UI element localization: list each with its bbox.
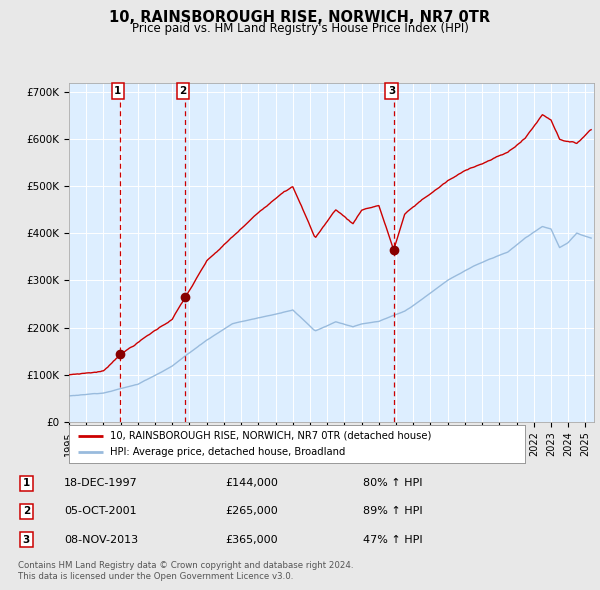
Text: 2: 2 (23, 506, 30, 516)
Text: 10, RAINSBOROUGH RISE, NORWICH, NR7 0TR: 10, RAINSBOROUGH RISE, NORWICH, NR7 0TR (109, 10, 491, 25)
Text: £144,000: £144,000 (225, 478, 278, 488)
Text: 18-DEC-1997: 18-DEC-1997 (64, 478, 137, 488)
Text: 3: 3 (388, 86, 395, 96)
Text: Price paid vs. HM Land Registry's House Price Index (HPI): Price paid vs. HM Land Registry's House … (131, 22, 469, 35)
Text: 3: 3 (23, 535, 30, 545)
Text: 2: 2 (179, 86, 187, 96)
Text: 89% ↑ HPI: 89% ↑ HPI (364, 506, 423, 516)
Text: £265,000: £265,000 (225, 506, 278, 516)
Text: 47% ↑ HPI: 47% ↑ HPI (364, 535, 423, 545)
Text: 08-NOV-2013: 08-NOV-2013 (64, 535, 138, 545)
Text: 1: 1 (23, 478, 30, 488)
Text: This data is licensed under the Open Government Licence v3.0.: This data is licensed under the Open Gov… (18, 572, 293, 581)
Text: 10, RAINSBOROUGH RISE, NORWICH, NR7 0TR (detached house): 10, RAINSBOROUGH RISE, NORWICH, NR7 0TR … (110, 431, 431, 441)
Text: £365,000: £365,000 (225, 535, 278, 545)
Text: 05-OCT-2001: 05-OCT-2001 (64, 506, 136, 516)
Text: HPI: Average price, detached house, Broadland: HPI: Average price, detached house, Broa… (110, 447, 346, 457)
Text: 80% ↑ HPI: 80% ↑ HPI (364, 478, 423, 488)
Text: Contains HM Land Registry data © Crown copyright and database right 2024.: Contains HM Land Registry data © Crown c… (18, 560, 353, 569)
Text: 1: 1 (114, 86, 122, 96)
